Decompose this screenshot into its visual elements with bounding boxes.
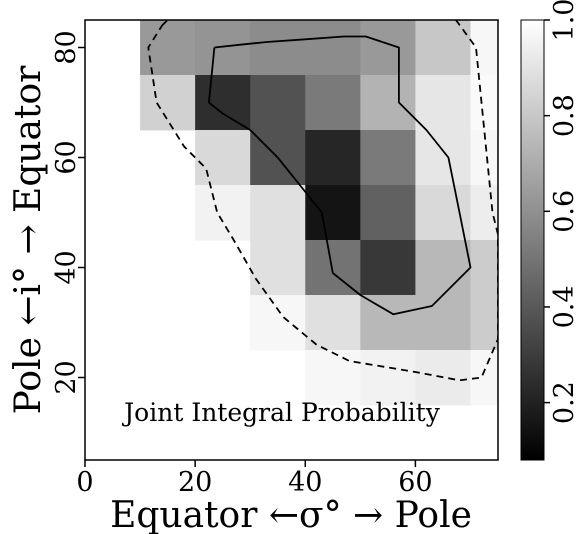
heatmap-cell-25	[470, 185, 498, 241]
heatmap-cell-18	[415, 130, 471, 186]
heatmap-cell-31	[250, 295, 306, 351]
heatmap-cell-16	[305, 130, 361, 186]
contour-solid	[208, 35, 472, 316]
heatmap-cell-8	[195, 75, 251, 131]
heatmap-cell-30	[470, 240, 498, 296]
y-tick-label: 80	[51, 30, 82, 64]
heatmap-cell-20	[195, 185, 251, 241]
x-tick-label: 0	[76, 467, 93, 498]
heatmap-cell-11	[360, 75, 416, 131]
y-axis-label: Pole ←i° → Equator	[8, 65, 49, 415]
colorbar-tick-label: 0.4	[549, 285, 580, 328]
colorbar-tick-label: 0.6	[549, 190, 580, 233]
heatmap-cell-27	[305, 240, 361, 296]
colorbar-tick-label: 1.0	[549, 0, 580, 41]
heatmap-cell-5	[415, 20, 471, 76]
heatmap-cell-26	[250, 240, 306, 296]
x-tick-label: 60	[398, 467, 432, 498]
heatmap-cell-36	[305, 350, 361, 406]
heatmap-cell-10	[305, 75, 361, 131]
heatmap-cell-21	[250, 185, 306, 241]
heatmap-cell-23	[360, 185, 416, 241]
heatmap-cell-32	[305, 295, 361, 351]
heatmap-cell-28	[360, 240, 416, 296]
probability-contours	[147, 20, 498, 382]
heatmap-cell-6	[470, 20, 498, 76]
colorbar	[520, 19, 545, 461]
heatmap-cell-2	[250, 20, 306, 76]
colorbar-ticks: 0.2 0.4 0.6 0.8 1.0	[544, 0, 580, 424]
heatmap-cell-37	[360, 350, 416, 406]
x-tick-label: 20	[178, 467, 212, 498]
heatmap-cell-0	[140, 20, 196, 76]
heatmap-cell-24	[415, 185, 471, 241]
heatmap-cell-29	[415, 240, 471, 296]
x-tick-label: 40	[288, 467, 322, 498]
heatmap-cell-12	[415, 75, 471, 131]
heatmap-cell-7	[140, 75, 196, 131]
y-tick-label: 40	[51, 250, 82, 284]
chart-annotation: Joint Integral Probability	[121, 398, 441, 427]
heatmap-cell-34	[415, 295, 471, 351]
heatmap-cell-3	[305, 20, 361, 76]
heatmap-cell-1	[195, 20, 251, 76]
heatmap-cells	[140, 20, 498, 406]
colorbar-tick-label: 0.2	[549, 381, 580, 424]
heatmap-cell-4	[360, 20, 416, 76]
heatmap-cell-22	[305, 185, 361, 241]
x-axis-label: Equator ←σ° → Pole	[110, 495, 472, 534]
y-axis-ticks: 20 40 60 80	[51, 30, 85, 395]
y-tick-label: 60	[51, 140, 82, 174]
heatmap-cell-19	[470, 130, 498, 186]
y-tick-label: 20	[51, 360, 82, 394]
heatmap-cell-35	[470, 295, 498, 351]
plot-frame	[84, 19, 499, 461]
heatmap-cell-17	[360, 130, 416, 186]
x-axis-ticks: 0 20 40 60	[76, 460, 433, 498]
colorbar-tick-label: 0.8	[549, 94, 580, 137]
heatmap-cell-9	[250, 75, 306, 131]
heatmap-cell-14	[195, 130, 251, 186]
heatmap-cell-33	[360, 295, 416, 351]
